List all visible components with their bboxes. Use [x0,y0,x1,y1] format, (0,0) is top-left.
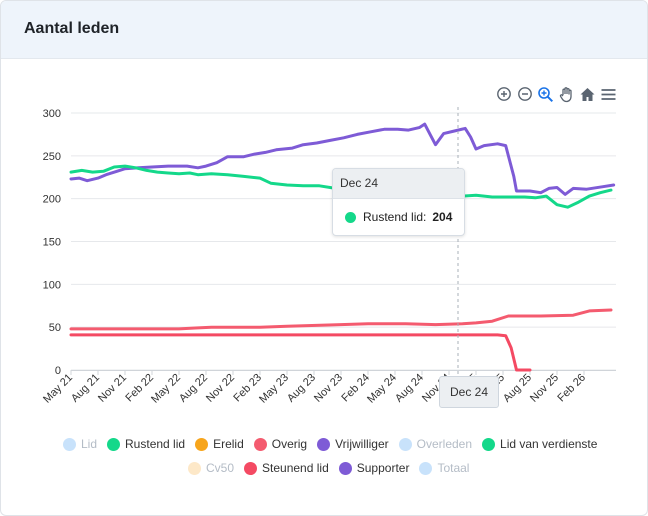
tooltip-title: Dec 24 [333,169,464,199]
chart-toolbar [493,85,619,103]
legend-item-vrijwilliger[interactable]: Vrijwilliger [317,437,389,451]
legend-marker [195,437,209,451]
y-tick-label: 250 [43,151,61,163]
legend-marker [107,437,121,451]
zoom-selection-icon[interactable] [535,85,556,103]
legend-item-steunend-lid[interactable]: Steunend lid [244,461,329,475]
legend-label: Lid van verdienste [500,437,598,451]
legend-label: Totaal [437,461,470,475]
x-tick-label: May 23 [257,372,291,406]
series-line-steunend-lid [69,333,532,372]
x-tick-label: Nov 25 [528,372,561,405]
tooltip-row: Rustend lid: 204 [333,199,464,224]
legend-marker [317,437,331,451]
legend-item-supporter[interactable]: Supporter [338,461,410,475]
legend-marker [253,437,267,451]
series-line-overig [69,308,613,331]
x-tick-label: May 24 [365,372,399,406]
legend-label: Overleden [416,437,473,451]
legend-label: Steunend lid [262,461,329,475]
legend-item-overig[interactable]: Overig [253,437,308,451]
y-tick-label: 200 [43,194,61,206]
y-tick-label: 150 [43,237,61,249]
tooltip-value: 204 [432,210,453,224]
x-tick-label: Aug 23 [285,372,318,405]
home-reset-icon[interactable] [577,85,598,103]
legend-marker [398,437,412,451]
legend-marker [419,461,433,475]
legend-item-rustend-lid[interactable]: Rustend lid [107,437,185,451]
x-tick-label: Nov 21 [96,372,129,405]
zoom-out-icon[interactable] [514,85,535,103]
legend-item-lid[interactable]: Lid [63,437,97,451]
legend-label: Rustend lid [125,437,186,451]
y-tick-label: 0 [55,365,61,377]
x-tick-label: Feb 26 [555,372,588,405]
x-tick-label: Nov 22 [204,372,237,405]
card-header: Aantal leden [1,1,647,59]
legend-item-totaal[interactable]: Totaal [419,461,469,475]
tooltip-series-label: Rustend lid: [363,210,427,224]
legend-row: Lid Rustend lid Erelid Overig Vrijwilliger Ov… [63,437,607,451]
chart-tooltip: Dec 24 Rustend lid: 204 [332,168,465,236]
legend-marker [338,461,352,475]
x-tick-label: Nov 23 [312,372,345,405]
tooltip-series-dot [345,211,356,223]
legend-marker [63,437,76,451]
x-tick-label: Aug 22 [177,372,210,405]
x-tick-label: May 22 [149,372,183,406]
y-tick-label: 50 [49,322,61,334]
legend-label: Vrijwilliger [335,437,389,451]
legend-item-overleden[interactable]: Overleden [398,437,473,451]
legend-label: Supporter [356,461,410,475]
y-tick-label: 300 [43,108,61,120]
legend-marker [244,461,258,475]
legend-item-cv50[interactable]: Cv50 [188,461,234,475]
legend-label: Cv50 [206,461,235,475]
pan-hand-icon[interactable] [556,85,577,103]
legend-label: Lid [81,437,98,451]
xaxis-tooltip: Dec 24 [439,376,499,408]
legend-item-erelid[interactable]: Erelid [195,437,244,451]
series-line-vrijwilliger [69,122,616,196]
series-line-rustend-lid [69,164,613,209]
x-tick-label: Aug 21 [69,372,102,405]
x-tick-label: Aug 25 [501,372,534,405]
legend-label: Overig [271,437,308,451]
zoom-in-icon[interactable] [493,85,514,103]
x-tick-label: Aug 24 [393,372,426,405]
legend-item-lid-van-verdienste[interactable]: Lid van verdienste [482,437,597,451]
legend-marker [482,437,496,451]
y-tick-label: 100 [43,279,61,291]
legend-row: Cv50 Steunend lid Supporter Totaal [188,461,479,475]
card-title: Aantal leden [24,20,120,37]
legend-label: Erelid [213,437,244,451]
legend-marker [188,461,201,475]
menu-icon[interactable] [598,85,619,103]
